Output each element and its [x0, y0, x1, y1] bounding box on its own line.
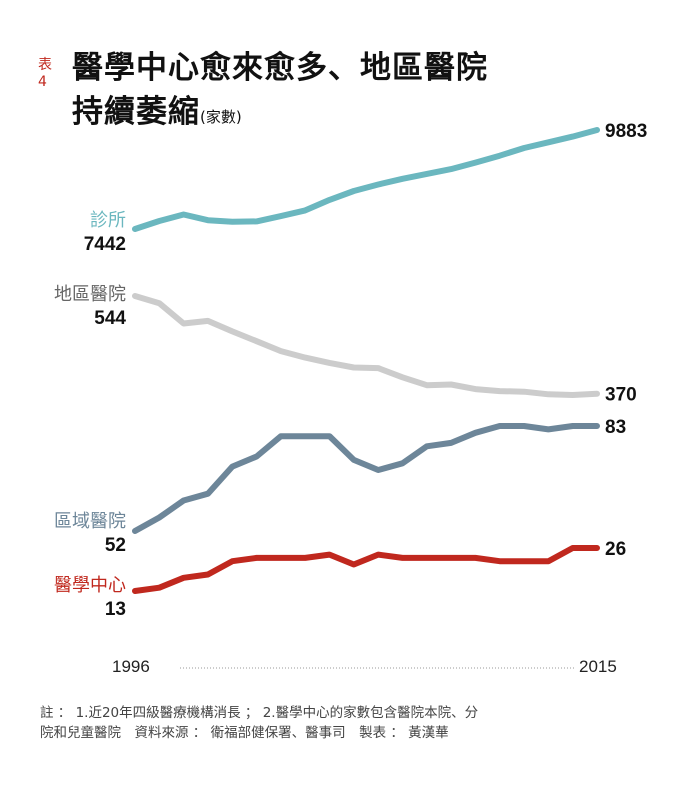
footnote: 註 ： 1.近20年四級醫療機構消長 ； 2.醫學中心的家數包含醫院本院、分 院…: [40, 703, 600, 743]
table-number-tag: 表4: [38, 57, 52, 90]
footnote-line-1: 註 ： 1.近20年四級醫療機構消長 ； 2.醫學中心的家數包含醫院本院、分: [40, 705, 479, 721]
x-end-label: 2015: [579, 657, 617, 676]
series-line-3: [132, 545, 600, 594]
series-end-value-2: 83: [605, 417, 626, 438]
series-end-value-1: 370: [605, 385, 637, 406]
series-name-label-3: 醫學中心: [54, 575, 126, 596]
title-line-2-text: 持續萎縮: [72, 94, 200, 130]
footnote-line-2: 院和兒童醫院 資料來源 ： 衛福部健保署、醫事司 製表 ： 黃漢華: [40, 725, 449, 741]
series-line-1: [132, 293, 600, 398]
unit-label: (家數): [200, 108, 242, 126]
series-line-0: [132, 127, 600, 232]
line-chart: 1996 2015 診所 7442 9883 地區醫院 544 370 區域醫院 52 83 醫學…: [54, 121, 647, 676]
series-line-2: [132, 423, 600, 534]
series-end-value-0: 9883: [605, 121, 647, 142]
series-start-value-0: 7442: [84, 234, 126, 255]
series-name-label-2: 區域醫院: [54, 511, 126, 532]
series-end-value-3: 26: [605, 539, 626, 560]
series-start-value-3: 13: [105, 599, 126, 620]
title-line-1: 醫學中心愈來愈多、地區醫院: [72, 50, 488, 86]
series-name-label-1: 地區醫院: [54, 284, 126, 305]
series-start-value-2: 52: [105, 535, 126, 556]
series-start-value-1: 544: [94, 308, 126, 329]
title-line-2: 持續萎縮(家數): [72, 86, 242, 131]
x-start-label: 1996: [112, 657, 150, 676]
series-name-label-0: 診所: [90, 210, 126, 231]
